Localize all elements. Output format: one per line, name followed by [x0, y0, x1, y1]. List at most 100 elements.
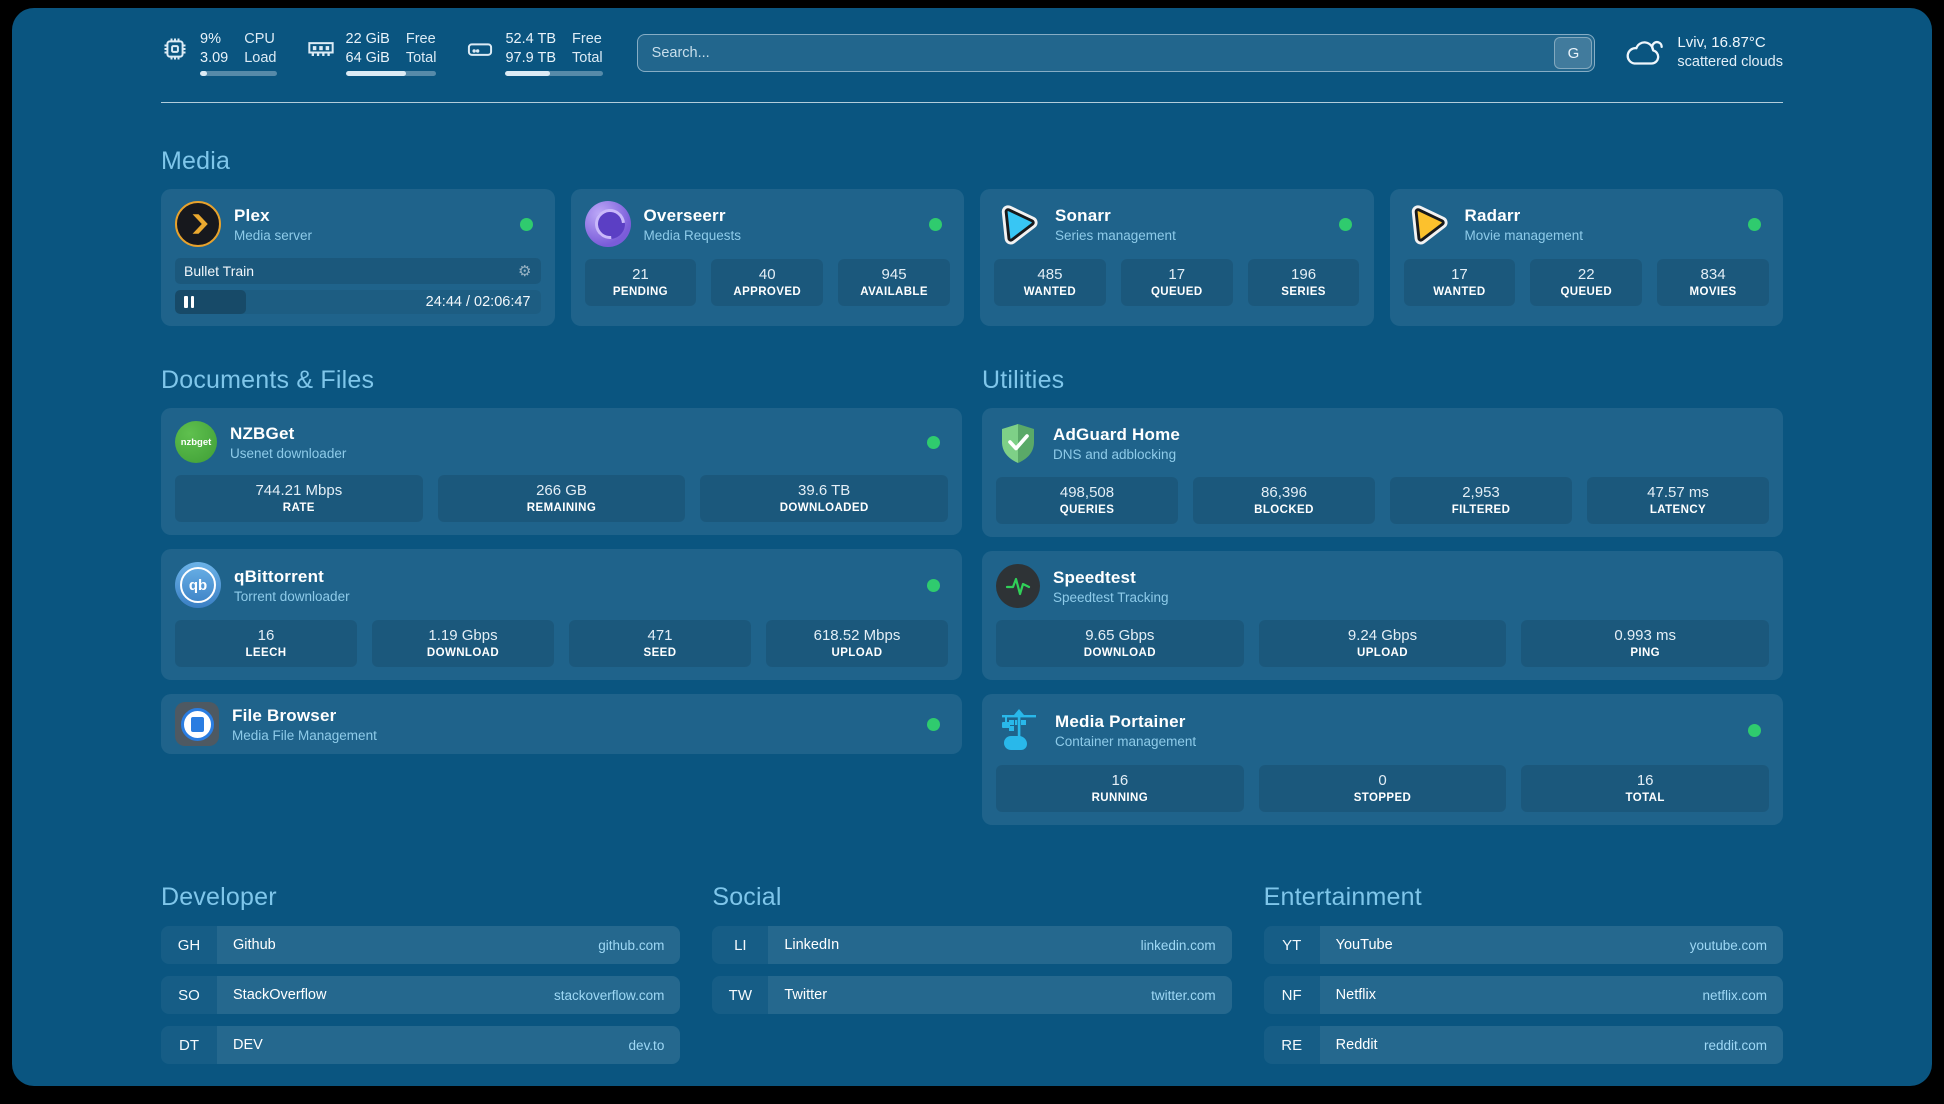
qbittorrent-icon-text: qb: [180, 567, 216, 603]
stat-value: 86,396: [1261, 484, 1307, 501]
sonarr-icon: [994, 201, 1042, 247]
app-name: Overseerr: [643, 205, 726, 225]
sonarr-card[interactable]: Sonarr Series management 485 WANTED 17 Q…: [980, 189, 1374, 326]
memory-label-2: Total: [405, 49, 437, 66]
developer-links-column: Developer GH Github github.com SO StackO…: [161, 883, 681, 1064]
memory-progress-track: [345, 71, 437, 77]
stat-box: 834 MOVIES: [1657, 259, 1769, 306]
disk-icon: [466, 35, 494, 63]
dashboard-panel: 9% 3.09 CPU Load: [12, 8, 1932, 1086]
stat-box: 39.6 TB DOWNLOADED: [700, 475, 949, 522]
stat-value: 945: [881, 266, 907, 283]
bookmark-name: Reddit: [1335, 1037, 1378, 1053]
qbittorrent-icon: qb: [175, 562, 221, 608]
stat-value: 9.24 Gbps: [1347, 627, 1418, 644]
stat-label: RATE: [282, 502, 315, 514]
bookmark-name: Github: [233, 937, 276, 953]
memory-icon: [307, 35, 335, 63]
app-name: File Browser: [232, 705, 337, 725]
app-description: DNS and adblocking: [1053, 446, 1177, 462]
qbittorrent-card[interactable]: qb qBittorrent Torrent downloader 16 LEE…: [161, 549, 962, 680]
bookmark-abbr: TW: [712, 976, 769, 1014]
stat-label: DOWNLOAD: [426, 647, 500, 659]
bookmark-netflix[interactable]: NF Netflix netflix.com: [1263, 976, 1783, 1014]
stat-box: 266 GB REMAINING: [437, 475, 686, 522]
bookmark-youtube[interactable]: YT YouTube youtube.com: [1263, 926, 1783, 964]
bookmark-twitter[interactable]: TW Twitter twitter.com: [712, 976, 1232, 1014]
search-engine-button[interactable]: G: [1554, 37, 1593, 69]
stat-label: LEECH: [245, 647, 287, 659]
cpu-label-2: Load: [244, 49, 277, 66]
bookmark-dev[interactable]: DT DEV dev.to: [161, 1026, 681, 1064]
playback-time: 24:44 / 02:06:47: [425, 294, 531, 310]
stat-label: REMAINING: [526, 502, 597, 514]
radarr-icon: [1404, 201, 1452, 247]
stat-box: 618.52 Mbps UPLOAD: [766, 620, 948, 667]
stat-box: 22 QUEUED: [1530, 259, 1643, 306]
stat-label: MOVIES: [1689, 286, 1737, 298]
disk-label: Free: [572, 30, 602, 47]
cpu-icon: [161, 35, 189, 63]
plex-card[interactable]: Plex Media server Bullet Train ⚙ 24:44 /…: [161, 189, 555, 326]
memory-progress-fill: [345, 71, 406, 77]
stat-box: 16 LEECH: [175, 620, 357, 667]
filebrowser-icon: [175, 702, 219, 746]
cpu-progress-fill: [200, 71, 207, 77]
stat-box: 9.65 Gbps DOWNLOAD: [996, 620, 1244, 667]
bookmark-url: youtube.com: [1689, 937, 1767, 953]
stat-label: PENDING: [612, 286, 669, 298]
stat-label: QUERIES: [1059, 504, 1115, 516]
stat-box: 485 WANTED: [994, 259, 1106, 306]
stat-label: APPROVED: [733, 286, 802, 298]
filebrowser-card[interactable]: File Browser Media File Management: [161, 694, 962, 754]
bookmark-reddit[interactable]: RE Reddit reddit.com: [1263, 1026, 1783, 1064]
pause-icon[interactable]: [184, 296, 194, 308]
stat-value: 17: [1168, 266, 1186, 283]
stat-value: 834: [1700, 266, 1726, 283]
stat-value: 17: [1451, 266, 1468, 283]
playback-progress-bar[interactable]: 24:44 / 02:06:47: [175, 290, 541, 314]
status-dot: [1748, 217, 1761, 231]
bookmark-stackoverflow[interactable]: SO StackOverflow stackoverflow.com: [161, 976, 681, 1014]
portainer-card[interactable]: Media Portainer Container management 16 …: [982, 694, 1783, 825]
stat-value: 2,953: [1462, 484, 1500, 501]
radarr-card[interactable]: Radarr Movie management 17 WANTED 22 QUE…: [1389, 189, 1783, 326]
stat-value: 0.993 ms: [1614, 627, 1677, 644]
overseerr-icon: [584, 201, 631, 247]
adguard-card[interactable]: AdGuard Home DNS and adblocking 498,508 …: [982, 408, 1783, 537]
disk-label-2: Total: [572, 49, 603, 66]
disk-progress-fill: [505, 71, 551, 77]
app-name: Radarr: [1464, 205, 1521, 225]
stat-value: 498,508: [1059, 484, 1115, 501]
app-name: AdGuard Home: [1053, 424, 1181, 444]
stat-value: 9.65 Gbps: [1085, 627, 1155, 644]
stat-label: WANTED: [1023, 286, 1077, 298]
disk-free: 52.4 TB: [505, 30, 557, 47]
stat-label: DOWNLOADED: [779, 502, 869, 514]
bookmark-abbr: SO: [161, 976, 217, 1014]
cpu-stat: 9% 3.09 CPU Load: [161, 30, 277, 77]
memory-stat: 22 GiB 64 GiB Free Total: [307, 30, 437, 77]
bookmark-github[interactable]: GH Github github.com: [161, 926, 681, 964]
stat-value: 485: [1037, 266, 1063, 283]
app-description: Torrent downloader: [234, 588, 350, 604]
stat-box: 945 AVAILABLE: [838, 259, 950, 306]
stat-value: 39.6 TB: [798, 482, 851, 499]
stat-box: 17 QUEUED: [1120, 259, 1233, 306]
stat-label: SERIES: [1281, 286, 1326, 298]
bookmark-linkedin[interactable]: LI LinkedIn linkedin.com: [712, 926, 1232, 964]
stat-box: 16 RUNNING: [996, 765, 1244, 812]
stat-value: 21: [632, 266, 649, 283]
speedtest-card[interactable]: Speedtest Speedtest Tracking 9.65 Gbps D…: [982, 551, 1783, 680]
nzbget-card[interactable]: nzbget NZBGet Usenet downloader 744.21 M…: [161, 408, 962, 535]
overseerr-card[interactable]: Overseerr Media Requests 21 PENDING 40 A…: [570, 189, 964, 326]
app-name: qBittorrent: [234, 566, 325, 586]
section-title-entertainment: Entertainment: [1263, 883, 1422, 911]
bookmark-name: Netflix: [1335, 987, 1376, 1003]
stat-value: 16: [257, 627, 275, 644]
system-stats: 9% 3.09 CPU Load: [161, 30, 603, 77]
disk-total: 97.9 TB: [505, 49, 557, 66]
stat-box: 2,953 FILTERED: [1390, 477, 1572, 524]
app-description: Usenet downloader: [230, 445, 347, 461]
search-input[interactable]: [636, 34, 1596, 72]
